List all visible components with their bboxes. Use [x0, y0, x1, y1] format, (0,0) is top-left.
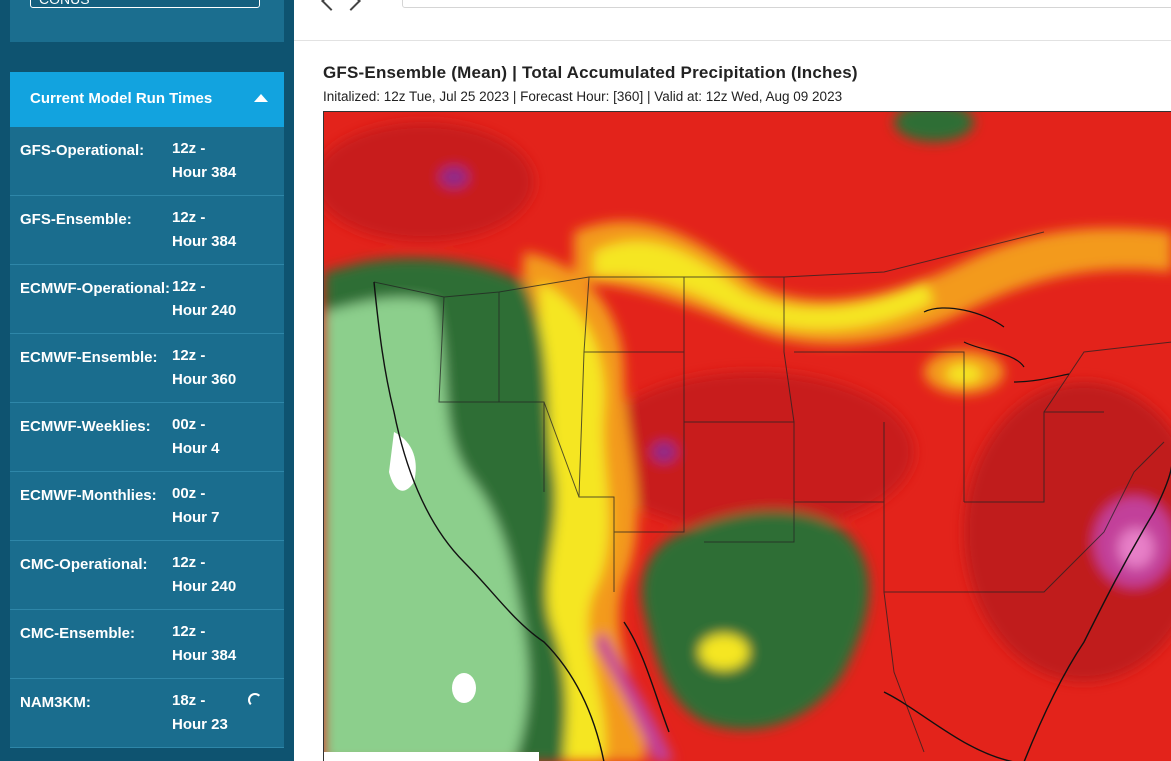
precipitation-map[interactable]: [323, 111, 1171, 761]
model-row-nam3km: NAM3KM: 18z - Hour 23: [10, 679, 284, 748]
chevron-right-icon[interactable]: [341, 0, 361, 11]
model-run-time: 18z - Hour 23: [172, 692, 228, 733]
region-select[interactable]: CONUS: [30, 0, 260, 8]
model-row-ecmwf-weeklies: ECMWF-Weeklies: 00z - Hour 4: [10, 403, 284, 472]
model-row-gfs-ensemble: GFS-Ensemble: 12z - Hour 384: [10, 196, 284, 265]
model-run-time: 12z - Hour 240: [172, 278, 237, 319]
model-run-time: 00z - Hour 7: [172, 485, 220, 526]
map-legend-strip: [324, 752, 539, 761]
model-run-time: 12z - Hour 384: [172, 140, 237, 181]
model-row-ecmwf-operational: ECMWF-Operational: 12z - Hour 240: [10, 265, 284, 334]
chevron-up-icon[interactable]: [254, 94, 268, 102]
map-subtitle: Initalized: 12z Tue, Jul 25 2023 | Forec…: [323, 89, 843, 104]
region-selector-panel: CONUS: [10, 0, 284, 42]
model-row-cmc-operational: CMC-Operational: 12z - Hour 240: [10, 541, 284, 610]
model-name: ECMWF-Weeklies:: [20, 418, 151, 435]
precipitation-map-image: [324, 112, 1171, 761]
model-name: GFS-Ensemble:: [20, 211, 132, 228]
model-run-time: 12z - Hour 384: [172, 209, 237, 250]
model-row-ecmwf-monthlies: ECMWF-Monthlies: 00z - Hour 7: [10, 472, 284, 541]
model-run-time: 12z - Hour 360: [172, 347, 237, 388]
map-title: GFS-Ensemble (Mean) | Total Accumulated …: [323, 63, 858, 82]
model-run-list: GFS-Operational: 12z - Hour 384 GFS-Ensem…: [10, 127, 284, 748]
model-name: NAM3KM:: [20, 694, 91, 711]
model-run-times-header[interactable]: Current Model Run Times: [10, 72, 284, 127]
model-name: ECMWF-Operational:: [20, 280, 170, 297]
model-name: GFS-Operational:: [20, 142, 145, 159]
model-row-cmc-ensemble: CMC-Ensemble: 12z - Hour 384: [10, 610, 284, 679]
model-run-time: 12z - Hour 240: [172, 554, 237, 595]
model-name: CMC-Operational:: [20, 556, 148, 573]
model-row-gfs-operational: GFS-Operational: 12z - Hour 384: [10, 127, 284, 196]
model-row-ecmwf-ensemble: ECMWF-Ensemble: 12z - Hour 360: [10, 334, 284, 403]
model-name: ECMWF-Ensemble:: [20, 349, 158, 366]
spinner-icon: [248, 693, 262, 707]
sidebar: CONUS Current Model Run Times GFS-Operat…: [0, 0, 294, 761]
model-run-time: 12z - Hour 384: [172, 623, 237, 664]
model-run-time: 00z - Hour 4: [172, 416, 220, 457]
main-content: GFS-Ensemble (Mean) | Total Accumulated …: [294, 0, 1171, 761]
model-name: ECMWF-Monthlies:: [20, 487, 157, 504]
chevron-left-icon[interactable]: [321, 0, 341, 11]
model-name: CMC-Ensemble:: [20, 625, 136, 642]
toolbar-input[interactable]: [402, 0, 1171, 8]
top-toolbar: [294, 0, 1171, 41]
model-run-times-title: Current Model Run Times: [30, 90, 213, 107]
